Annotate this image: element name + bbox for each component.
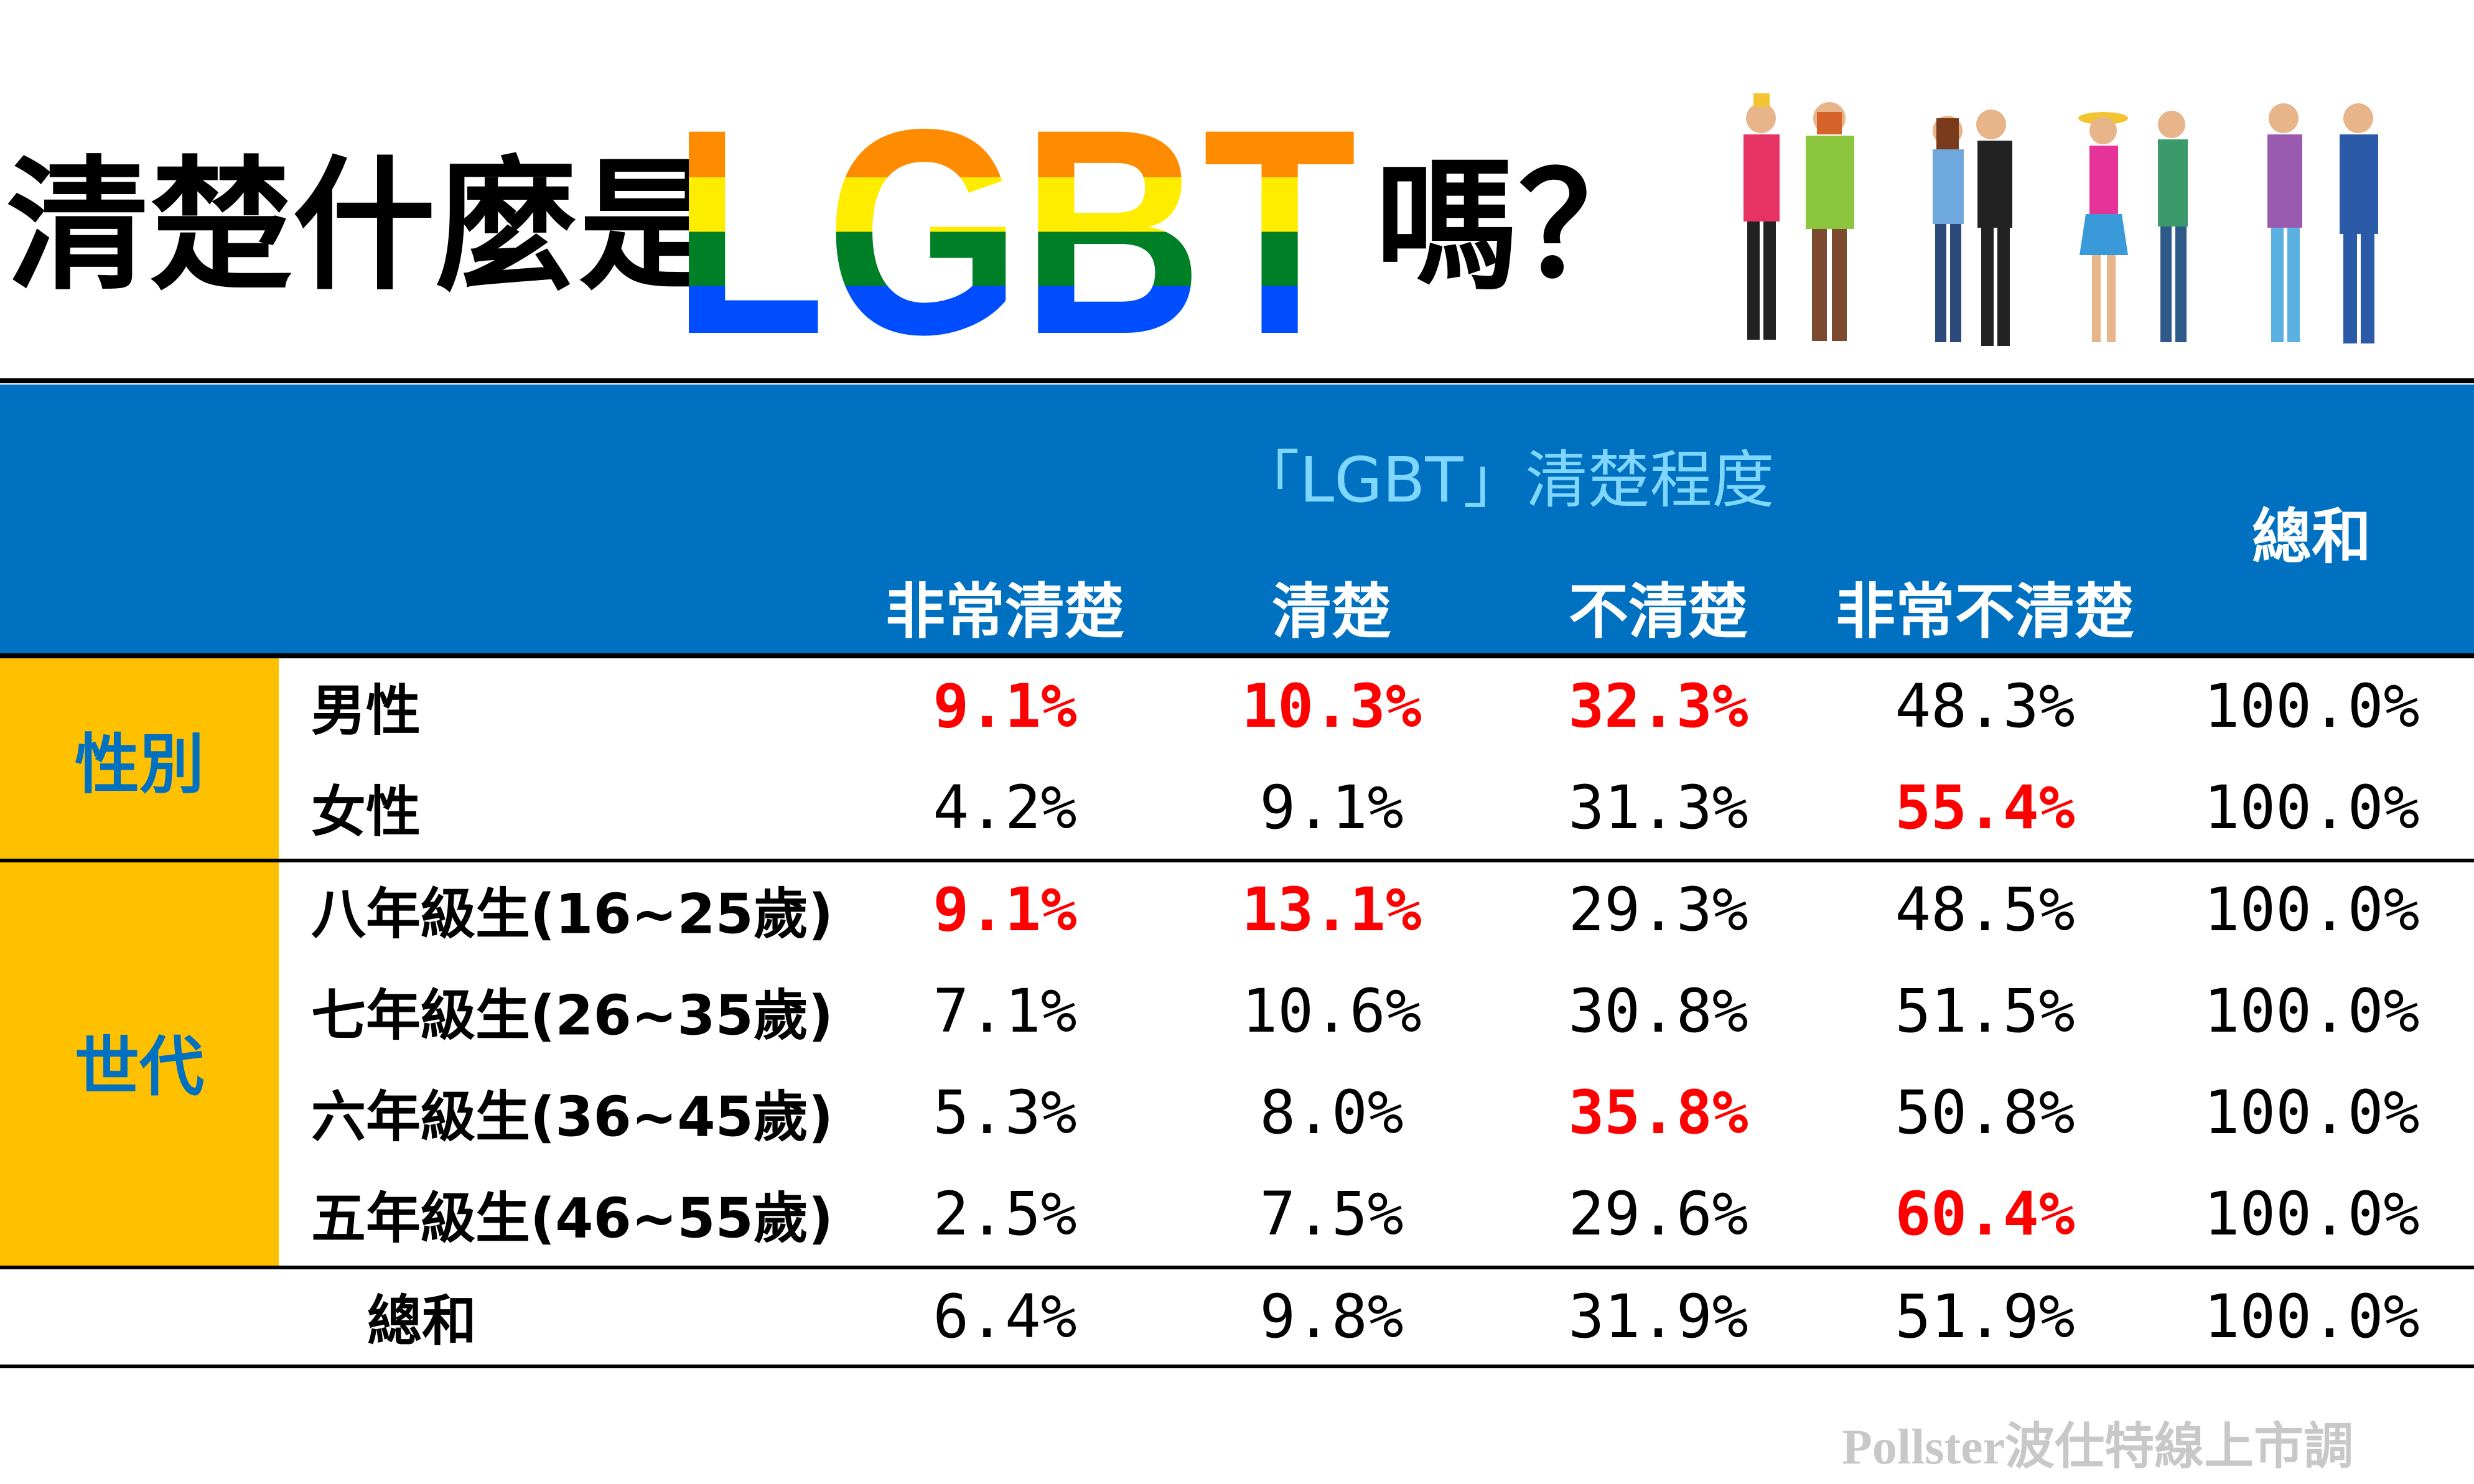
table-header [0,385,2474,656]
row-label: 八年級生(16~25歲) [311,882,834,946]
col-header-total: 總和 [2252,502,2371,572]
people-group-icon [1743,93,2378,346]
table-cell: 9.8% [1259,1282,1404,1351]
table-cell-total: 100.0% [2203,671,2420,741]
table-cell: 7.5% [1259,1179,1404,1249]
header-bottom-rule [0,653,2474,658]
table-cell: 9.1% [1259,773,1404,842]
table-cell: 9.1% [933,671,1077,741]
person-icon [1743,93,1780,340]
group-cell-generation [0,862,279,1266]
table-cell: 9.1% [933,875,1077,945]
bottom-rule [0,1365,2474,1368]
group-label-gender: 性別 [74,726,205,803]
table-cell: 29.6% [1568,1179,1748,1249]
header-caption: 「LGBT」清楚程度 [1237,444,1775,516]
title-lead: 清楚什麼是 [6,144,722,310]
table-cell-total: 100.0% [2203,1282,2420,1351]
table-cell: 32.3% [1568,671,1748,741]
table-cell: 55.4% [1895,773,2075,842]
table-cell-total: 100.0% [2203,976,2420,1046]
person-icon [1933,116,1964,342]
row-label: 六年級生(36~45歲) [311,1085,834,1149]
row-label: 男性 [311,678,421,743]
watermark: Pollster波仕特線上市調 [1842,1420,2354,1475]
table-cell: 31.9% [1568,1282,1748,1351]
group-label-generation: 世代 [74,1029,205,1105]
table-cell-total: 100.0% [2203,1179,2420,1249]
table-cell: 10.3% [1241,671,1422,741]
table-cell: 51.9% [1895,1282,2075,1351]
total-row-label: 總和 [367,1289,477,1353]
col-header-unclear: 不清楚 [1569,577,1748,646]
person-icon [1976,110,2012,346]
table-cell: 35.8% [1568,1078,1748,1147]
table-cell: 5.3% [933,1078,1077,1147]
total-divider [0,1266,2474,1269]
table-cell-total: 100.0% [2203,1078,2420,1147]
person-icon [1806,102,1854,341]
table-cell: 2.5% [933,1179,1077,1249]
table-cell-total: 100.0% [2203,875,2420,945]
table-cell: 8.0% [1259,1078,1404,1147]
table-cell: 13.1% [1241,875,1422,945]
col-header-clear: 清楚 [1272,577,1391,646]
table-cell: 50.8% [1895,1078,2075,1147]
table-cell: 60.4% [1895,1179,2075,1249]
table-cell: 30.8% [1568,976,1748,1046]
group-cell-gender [0,658,279,859]
table-cell: 29.3% [1568,875,1748,945]
title-trail: 嗎？ [1375,144,1662,310]
table-cell: 48.5% [1895,875,2075,945]
table-cell: 48.3% [1895,671,2075,741]
table-cell: 7.1% [933,976,1077,1046]
row-label: 七年級生(26~35歲) [311,983,834,1048]
top-rule [0,378,2474,383]
table-cell: 31.3% [1568,773,1748,842]
col-header-very-unclear: 非常不清楚 [1836,577,2134,646]
table-cell-total: 100.0% [2203,773,2420,842]
person-icon [2158,111,2188,342]
col-header-very-clear: 非常清楚 [885,577,1124,646]
table-cell: 4.2% [933,773,1077,842]
table-cell: 51.5% [1895,976,2075,1046]
lgbt-rainbow-logo: LGBT [672,121,1356,345]
row-label: 女性 [311,780,421,844]
table-cell: 6.4% [933,1282,1077,1351]
table-cell: 10.6% [1241,976,1422,1046]
lgbt-logo-text: LGBT [672,121,1356,345]
group-divider [0,859,2474,862]
row-label: 五年級生(46~55歲) [311,1186,834,1251]
person-icon [2267,103,2302,342]
person-icon [2078,112,2128,342]
person-icon [2340,103,2378,343]
